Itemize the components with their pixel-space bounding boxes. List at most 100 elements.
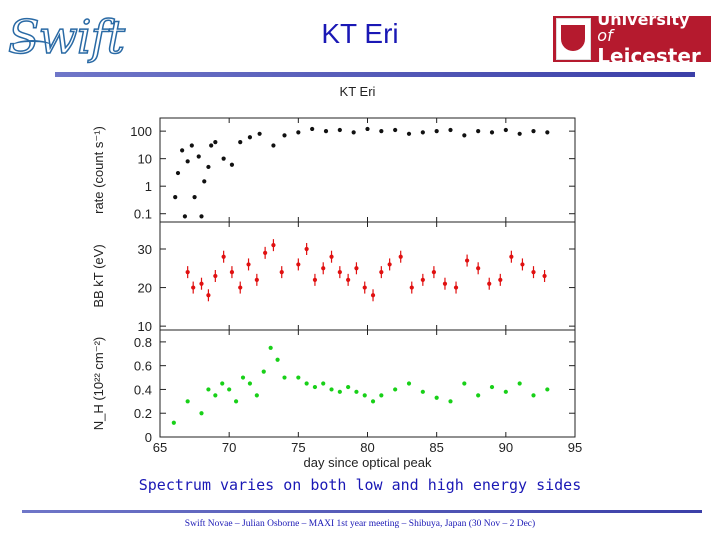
data-point-rate [503, 127, 508, 133]
data-point-rate [420, 130, 425, 135]
data-point-NH [185, 399, 190, 404]
data-point-NH [206, 387, 211, 392]
data-point-rate [379, 129, 384, 134]
y-axis-label-rate: rate (count s⁻¹) [91, 126, 106, 214]
data-point-NH [233, 399, 239, 404]
data-point-kT [271, 243, 276, 248]
university-name: Leicester [597, 44, 701, 68]
data-point-NH [406, 381, 412, 386]
data-point-rate [434, 129, 439, 134]
data-point-kT [238, 285, 243, 290]
data-point-NH [171, 420, 176, 425]
x-tick-label: 65 [153, 440, 167, 455]
data-point-NH [282, 375, 287, 380]
data-point-rate [393, 127, 398, 133]
data-point-kT [498, 277, 503, 282]
data-point-rate [365, 126, 370, 132]
data-point-kT [304, 246, 309, 252]
data-point-rate [337, 127, 342, 133]
data-point-NH [240, 375, 246, 380]
x-tick-label: 95 [568, 440, 582, 455]
data-point-rate [531, 129, 536, 134]
x-tick-label: 75 [291, 440, 305, 455]
data-point-rate [175, 170, 181, 176]
slide-title: KT Eri [321, 18, 399, 49]
light-curve-chart: KT Eri 100 10 1 0.1 rate (count s⁻¹) 30 20 10 BB … [91, 84, 582, 470]
data-point-NH [545, 387, 550, 392]
y-tick-label-rate: 100 [130, 124, 152, 139]
data-point-kT [213, 273, 218, 279]
data-point-rate [202, 179, 207, 184]
y-tick-label-NH: 0 [145, 430, 152, 445]
data-point-kT [296, 262, 301, 267]
data-point-NH [247, 381, 253, 386]
data-point-NH [462, 381, 467, 386]
swift-logo-text: Swift [7, 9, 126, 65]
data-point-NH [296, 375, 301, 380]
data-point-kT [520, 262, 525, 267]
data-point-NH [476, 393, 481, 398]
data-point-NH [268, 345, 273, 350]
data-point-kT [487, 281, 492, 286]
data-point-NH [434, 395, 439, 400]
data-point-NH [321, 381, 326, 386]
y-tick-label-NH: 0.8 [134, 335, 152, 350]
title-divider [55, 72, 695, 77]
data-point-NH [531, 393, 536, 398]
data-point-kT [312, 277, 318, 282]
data-point-rate [310, 126, 315, 132]
y-tick-label-rate: 0.1 [134, 207, 152, 222]
data-point-rate [182, 214, 187, 219]
data-point-rate [351, 130, 356, 135]
data-point-rate [489, 130, 495, 135]
y-tick-label-rate: 10 [138, 152, 152, 167]
data-point-rate [199, 214, 204, 219]
data-point-NH [199, 411, 204, 416]
chart-title: KT Eri [340, 84, 376, 99]
data-point-kT [329, 254, 334, 259]
university-wordmark: University of Leicester [597, 10, 708, 68]
data-point-rate [448, 127, 453, 133]
y-tick-label-NH: 0.2 [134, 406, 152, 421]
data-point-rate [192, 195, 197, 200]
university-of: of [597, 26, 613, 45]
panel-frame-kT [159, 221, 576, 331]
data-point-NH [362, 393, 367, 398]
data-point-kT [442, 281, 448, 286]
data-point-rate [545, 130, 550, 135]
data-point-kT [354, 266, 359, 271]
data-point-kT [370, 293, 376, 298]
data-point-NH [448, 399, 453, 404]
y-axis-label-kT: BB kT (eV) [91, 244, 106, 307]
data-point-rate [271, 143, 276, 148]
data-point-rate [185, 159, 190, 164]
data-point-rate [282, 133, 287, 138]
y-tick-label-rate: 1 [145, 179, 152, 194]
data-point-NH [261, 369, 266, 374]
data-point-rate [180, 148, 185, 153]
data-point-NH [503, 389, 508, 394]
x-tick-label: 90 [499, 440, 513, 455]
footer-divider [22, 510, 702, 513]
data-point-kT [431, 270, 436, 275]
data-point-kT [206, 293, 211, 298]
data-point-kT [199, 281, 204, 286]
data-point-NH [489, 384, 495, 390]
data-point-kT [191, 285, 196, 290]
data-point-kT [531, 270, 536, 275]
data-point-rate [213, 139, 218, 145]
data-point-NH [227, 387, 232, 392]
data-point-kT [379, 270, 384, 275]
data-point-rate [517, 131, 522, 136]
data-point-kT [398, 254, 403, 259]
university-word: University [597, 10, 690, 29]
data-point-NH [329, 387, 334, 392]
data-point-kT [409, 285, 414, 290]
y-tick-label-kT: 20 [138, 281, 152, 296]
data-point-kT [185, 270, 190, 275]
y-tick-label-kT: 30 [138, 242, 152, 257]
data-point-kT [476, 266, 481, 271]
data-point-NH [393, 387, 398, 392]
data-point-rate [406, 131, 412, 136]
data-point-rate [173, 195, 178, 200]
